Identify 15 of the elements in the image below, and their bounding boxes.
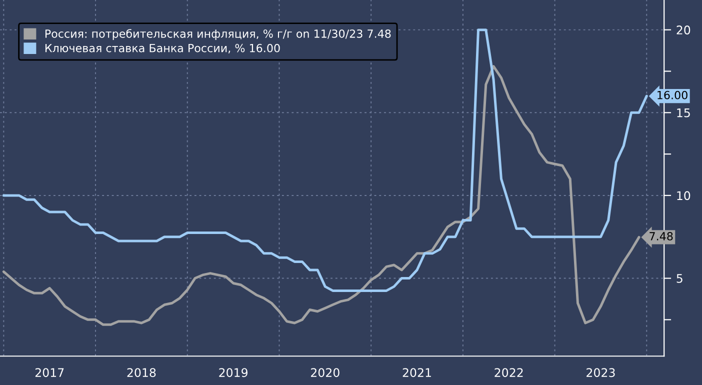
y-tick-label: 20	[676, 26, 690, 34]
x-tick-label: 2018	[127, 368, 156, 378]
x-tick-label: 2021	[402, 368, 431, 378]
x-tick-label: 2022	[494, 368, 523, 378]
data-label: 16.00	[658, 90, 688, 100]
x-tick-label: 2019	[219, 368, 248, 378]
x-tick-label: 2017	[35, 368, 64, 378]
legend-label: Россия: потребительская инфляция, % г/г on 11/30/23 7.48	[45, 29, 391, 40]
y-tick-label: 10	[677, 191, 690, 200]
y-tick-label: 15	[677, 108, 690, 118]
legend-label: Ключевая ставка Банка России, % 16.00	[45, 44, 280, 54]
data-label: 7.48	[650, 232, 673, 240]
y-tick-label: 5	[676, 274, 682, 283]
x-tick-label: 2020	[311, 368, 340, 378]
x-tick-label: 2023	[586, 368, 615, 378]
